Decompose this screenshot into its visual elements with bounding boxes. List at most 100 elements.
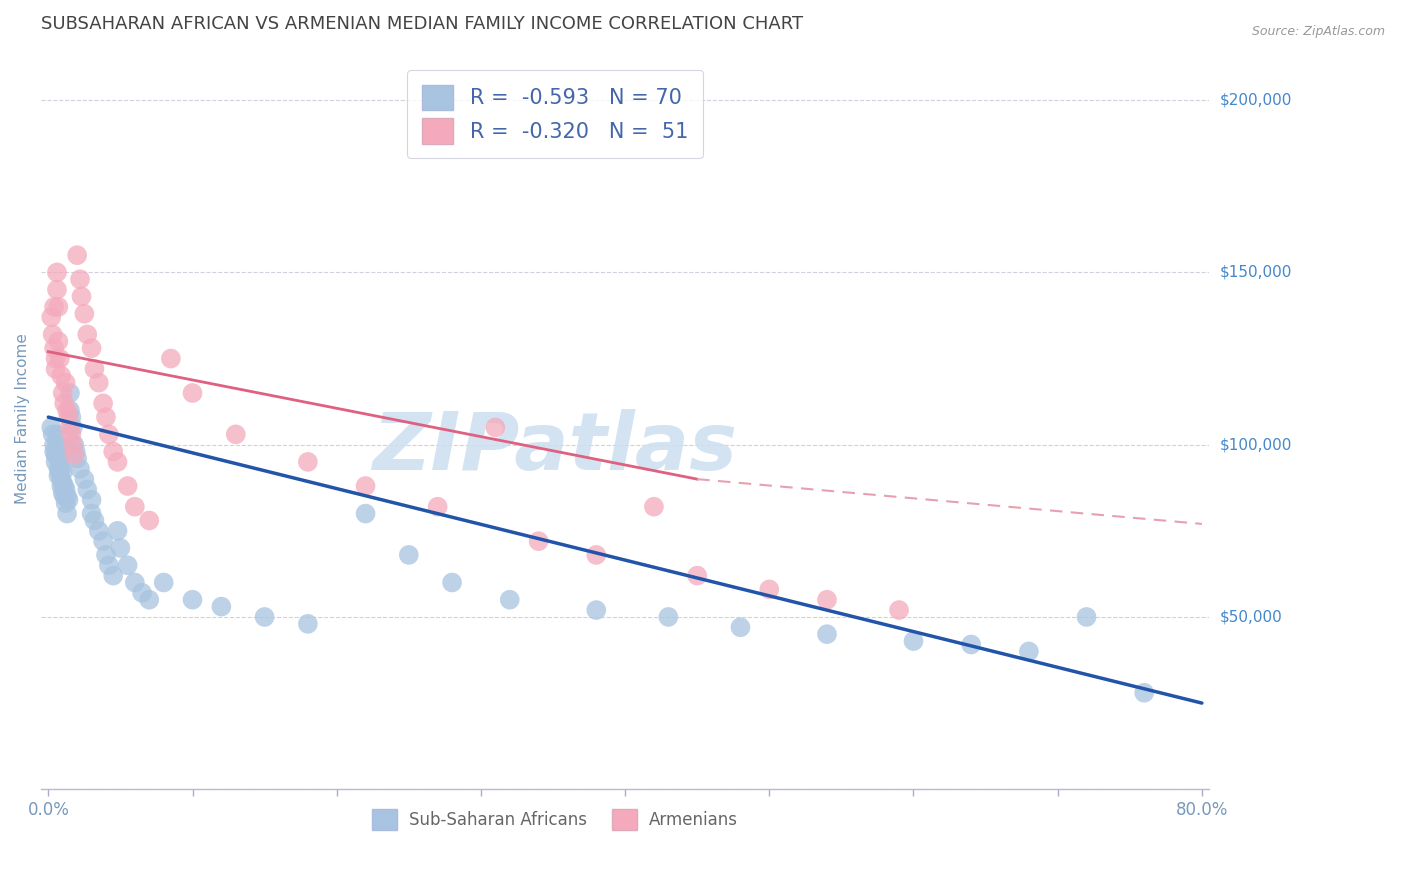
Point xyxy=(297,455,319,469)
Point xyxy=(42,438,65,452)
Point xyxy=(91,396,114,410)
Point xyxy=(107,455,129,469)
Point xyxy=(41,427,63,442)
Point xyxy=(56,507,79,521)
Point xyxy=(49,455,72,469)
Point xyxy=(53,489,76,503)
Point xyxy=(52,386,75,401)
Point xyxy=(160,351,183,366)
Point xyxy=(46,438,69,452)
Point xyxy=(60,427,83,442)
Point xyxy=(124,575,146,590)
Point xyxy=(42,300,65,314)
Point xyxy=(39,310,62,325)
Point xyxy=(44,448,66,462)
Point xyxy=(91,534,114,549)
Point xyxy=(484,420,506,434)
Point xyxy=(730,620,752,634)
Point xyxy=(59,420,82,434)
Point xyxy=(65,444,87,458)
Point xyxy=(48,462,70,476)
Point xyxy=(107,524,129,538)
Point xyxy=(138,513,160,527)
Point xyxy=(87,376,110,390)
Point xyxy=(103,568,125,582)
Point xyxy=(46,448,69,462)
Point xyxy=(49,441,72,455)
Point xyxy=(63,438,86,452)
Point xyxy=(97,427,120,442)
Point xyxy=(1133,686,1156,700)
Point xyxy=(297,616,319,631)
Point xyxy=(46,427,69,442)
Point xyxy=(55,496,77,510)
Point xyxy=(80,341,103,355)
Point xyxy=(83,362,105,376)
Point xyxy=(53,479,76,493)
Point xyxy=(152,575,174,590)
Point xyxy=(758,582,780,597)
Point xyxy=(441,575,464,590)
Point xyxy=(56,403,79,417)
Point xyxy=(62,438,84,452)
Point xyxy=(181,592,204,607)
Point xyxy=(960,638,983,652)
Point xyxy=(42,444,65,458)
Point xyxy=(181,386,204,401)
Point xyxy=(253,610,276,624)
Text: $50,000: $50,000 xyxy=(1220,609,1282,624)
Point xyxy=(1076,610,1098,624)
Point xyxy=(499,592,522,607)
Point xyxy=(585,603,607,617)
Point xyxy=(117,479,139,493)
Point xyxy=(131,586,153,600)
Point xyxy=(887,603,910,617)
Point xyxy=(48,451,70,466)
Point xyxy=(44,351,66,366)
Point xyxy=(80,492,103,507)
Point xyxy=(354,507,377,521)
Point xyxy=(63,448,86,462)
Point xyxy=(70,289,93,303)
Point xyxy=(69,462,91,476)
Point xyxy=(46,283,69,297)
Point xyxy=(354,479,377,493)
Point xyxy=(117,558,139,573)
Point xyxy=(42,341,65,355)
Point xyxy=(76,327,98,342)
Point xyxy=(69,272,91,286)
Point xyxy=(643,500,665,514)
Text: Source: ZipAtlas.com: Source: ZipAtlas.com xyxy=(1251,25,1385,38)
Point xyxy=(585,548,607,562)
Point xyxy=(76,483,98,497)
Point xyxy=(44,362,66,376)
Point xyxy=(58,410,80,425)
Point xyxy=(41,327,63,342)
Point xyxy=(44,455,66,469)
Point xyxy=(58,492,80,507)
Point xyxy=(103,444,125,458)
Point xyxy=(49,465,72,479)
Point xyxy=(46,265,69,279)
Point xyxy=(94,410,117,425)
Text: $200,000: $200,000 xyxy=(1220,93,1292,108)
Point xyxy=(1018,644,1040,658)
Point xyxy=(97,558,120,573)
Point xyxy=(138,592,160,607)
Point xyxy=(73,307,96,321)
Point xyxy=(55,483,77,497)
Point xyxy=(51,479,73,493)
Point xyxy=(124,500,146,514)
Point xyxy=(225,427,247,442)
Point xyxy=(60,410,83,425)
Point xyxy=(903,634,925,648)
Point xyxy=(51,458,73,473)
Point xyxy=(426,500,449,514)
Point xyxy=(657,610,679,624)
Point xyxy=(39,420,62,434)
Y-axis label: Median Family Income: Median Family Income xyxy=(15,334,30,504)
Text: SUBSAHARAN AFRICAN VS ARMENIAN MEDIAN FAMILY INCOME CORRELATION CHART: SUBSAHARAN AFRICAN VS ARMENIAN MEDIAN FA… xyxy=(41,15,803,33)
Point xyxy=(56,489,79,503)
Point xyxy=(51,368,73,383)
Point xyxy=(59,386,82,401)
